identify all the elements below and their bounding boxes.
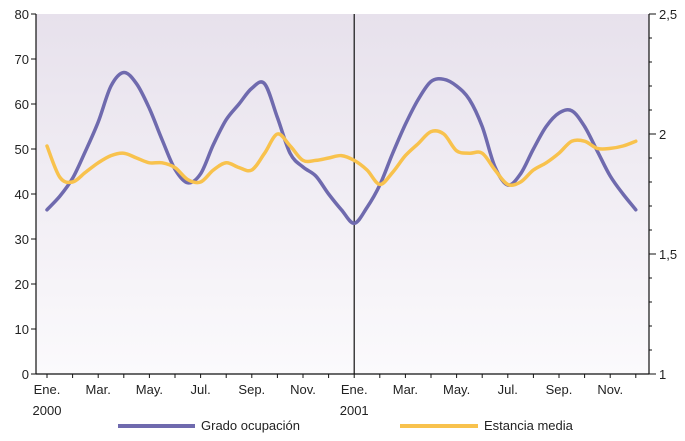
x-year-label: 2000 [33,403,62,418]
x-tick-label: Mar. [393,382,418,397]
y-left-tick-label: 10 [15,322,29,337]
x-tick-label: Sep. [546,382,573,397]
y-left-tick-label: 30 [15,232,29,247]
y-left-tick-label: 80 [15,7,29,22]
y-left-tick-label: 40 [15,187,29,202]
x-tick-label: Ene. [34,382,61,397]
x-tick-label: Jul. [498,382,518,397]
x-tick-label: Nov. [597,382,623,397]
y-left-tick-label: 60 [15,97,29,112]
x-tick-label: May. [136,382,163,397]
legend-label: Grado ocupación [201,418,300,433]
x-tick-label: May. [443,382,470,397]
series-line-grado-ocupacion [45,70,638,226]
x-tick-label: Nov. [290,382,316,397]
series-line-estancia-media [45,129,638,187]
y-right-tick-label: 2,5 [659,7,677,22]
legend: Grado ocupación Estancia media [118,418,574,433]
legend-label: Estancia media [484,418,574,433]
x-year-label: 2001 [340,403,369,418]
x-tick-label: Mar. [86,382,111,397]
y-left-tick-label: 70 [15,52,29,67]
y-left-tick-label: 50 [15,142,29,157]
y-right-tick-label: 1 [659,367,666,382]
y-right-tick-label: 1,5 [659,247,677,262]
x-tick-label: Sep. [238,382,265,397]
y-left-tick-label: 20 [15,277,29,292]
y-right-tick-label: 2 [659,127,666,142]
y-left-tick-label: 0 [22,367,29,382]
x-tick-label: Jul. [190,382,210,397]
x-tick-label: Ene. [341,382,368,397]
plot-area [36,14,649,374]
